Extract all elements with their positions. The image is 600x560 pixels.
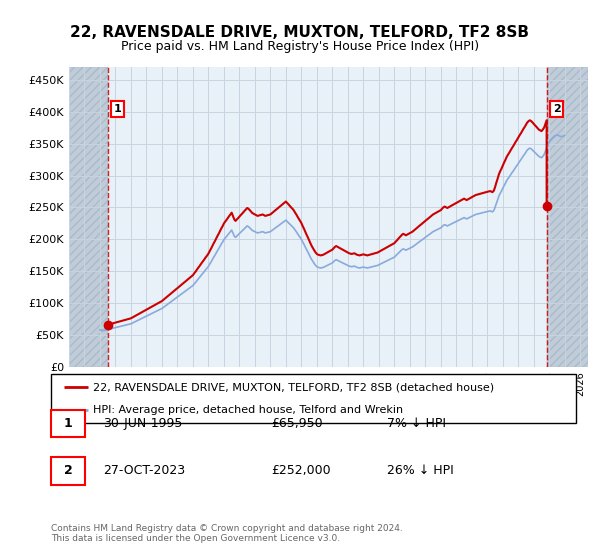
Text: £252,000: £252,000 (271, 464, 331, 478)
Text: 7% ↓ HPI: 7% ↓ HPI (387, 417, 446, 430)
Text: 22, RAVENSDALE DRIVE, MUXTON, TELFORD, TF2 8SB: 22, RAVENSDALE DRIVE, MUXTON, TELFORD, T… (71, 25, 530, 40)
Text: HPI: Average price, detached house, Telford and Wrekin: HPI: Average price, detached house, Telf… (93, 405, 403, 416)
Text: 26% ↓ HPI: 26% ↓ HPI (387, 464, 454, 478)
Text: 2: 2 (64, 464, 73, 478)
Text: 30-JUN-1995: 30-JUN-1995 (104, 417, 183, 430)
Text: Contains HM Land Registry data © Crown copyright and database right 2024.
This d: Contains HM Land Registry data © Crown c… (51, 524, 403, 543)
Bar (69, 67, 108, 367)
Text: 1: 1 (114, 104, 122, 114)
FancyBboxPatch shape (51, 458, 85, 484)
Text: 1: 1 (64, 417, 73, 430)
FancyBboxPatch shape (51, 374, 576, 423)
Text: Price paid vs. HM Land Registry's House Price Index (HPI): Price paid vs. HM Land Registry's House … (121, 40, 479, 53)
Text: 27-OCT-2023: 27-OCT-2023 (104, 464, 185, 478)
FancyBboxPatch shape (51, 410, 85, 437)
Bar (547, 67, 588, 367)
Text: 2: 2 (553, 104, 560, 114)
Text: £65,950: £65,950 (271, 417, 323, 430)
Text: 22, RAVENSDALE DRIVE, MUXTON, TELFORD, TF2 8SB (detached house): 22, RAVENSDALE DRIVE, MUXTON, TELFORD, T… (93, 382, 494, 393)
